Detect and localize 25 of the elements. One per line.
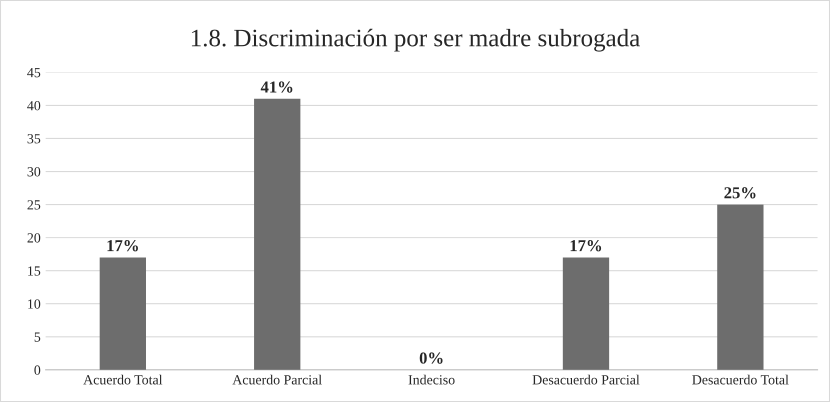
y-tick-label: 20 bbox=[28, 233, 40, 243]
x-tick-label: Acuerdo Total bbox=[83, 374, 162, 384]
y-tick-label: 30 bbox=[28, 167, 40, 176]
y-tick-label: 10 bbox=[28, 299, 40, 309]
data-label: 25% bbox=[724, 187, 756, 198]
x-tick-label: Acuerdo Parcial bbox=[232, 374, 322, 384]
x-tick-label: Desacuerdo Parcial bbox=[532, 374, 640, 384]
bar bbox=[254, 98, 300, 370]
chart-title: 1.8. Discriminación por ser madre subrogada bbox=[192, 28, 640, 52]
data-label: 17% bbox=[108, 240, 138, 252]
data-label: 41% bbox=[260, 81, 292, 93]
y-tick-label: 0 bbox=[34, 365, 40, 375]
bar bbox=[717, 204, 764, 370]
data-label: 17% bbox=[570, 240, 602, 252]
x-tick-label: Indeciso bbox=[408, 374, 455, 384]
y-tick-label: 40 bbox=[27, 100, 40, 110]
bar bbox=[562, 257, 610, 370]
bar bbox=[100, 257, 146, 370]
y-tick-label: 35 bbox=[28, 134, 40, 144]
y-tick-label: 5 bbox=[34, 332, 40, 342]
y-tick-label: 45 bbox=[27, 68, 40, 78]
y-tick-label: 15 bbox=[28, 266, 40, 276]
data-label: 0% bbox=[420, 352, 443, 364]
x-tick-label: Desacuerdo Total bbox=[692, 374, 789, 384]
y-tick-label: 25 bbox=[28, 200, 40, 210]
